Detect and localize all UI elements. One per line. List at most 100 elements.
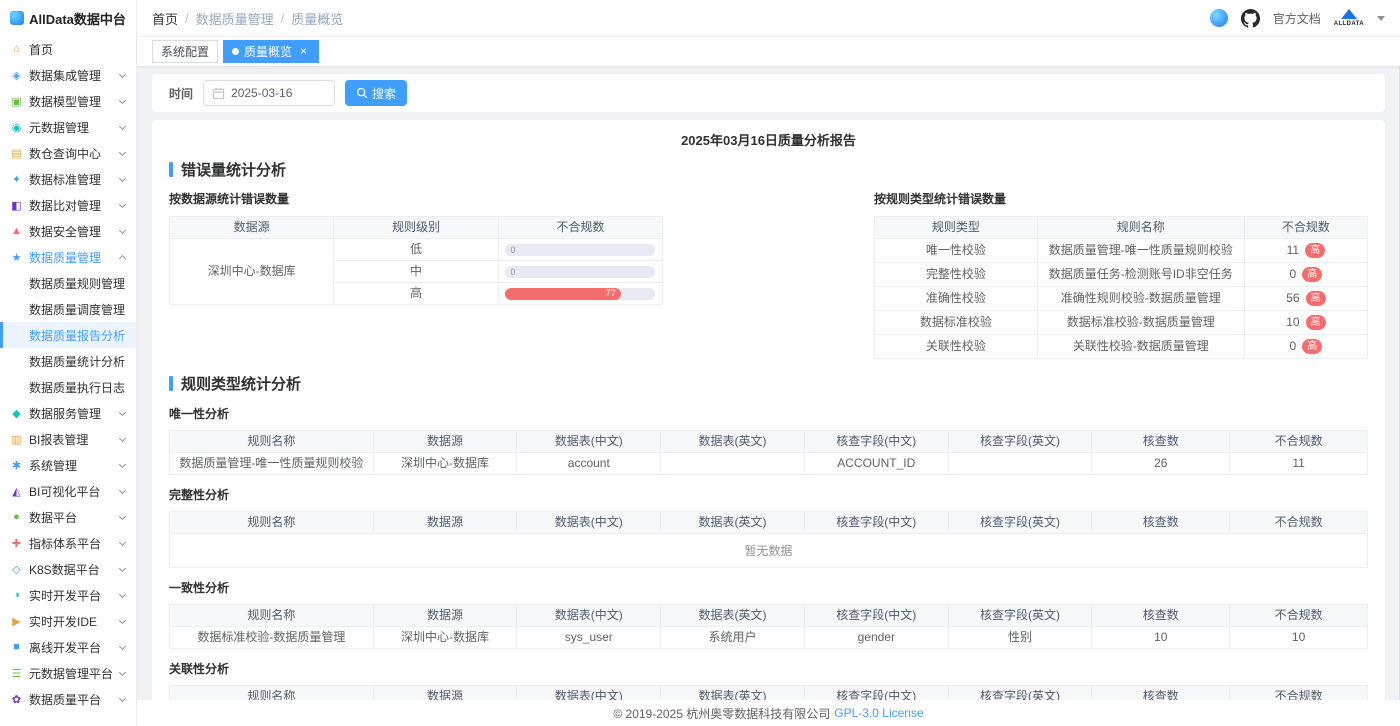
chevron-down-icon [118,122,127,130]
chevron-down-icon [118,148,127,156]
column-header: 核查字段(英文) [947,430,1093,453]
sidebar-subitem-label: 数据质量规则管理 [29,276,126,291]
search-button[interactable]: 搜索 [345,80,408,106]
column-header: 规则名称 [169,604,374,627]
sidebar-item[interactable]: ✦ 数据标准管理 [0,166,136,192]
service-icon: ◆ [12,407,21,420]
table-row: 唯一性校验 数据质量管理-唯一性质量规则校验 11 高 [874,238,1369,263]
column-header: 数据表(英文) [660,430,805,453]
sidebar-item[interactable]: ◧ 数据比对管理 [0,192,136,218]
noncompliance-count: 11 [1286,243,1300,257]
sidebar-subitem[interactable]: 数据质量报告分析 [0,322,136,348]
alldata-logo[interactable]: ALLDATA [1334,9,1364,27]
sidebar-item[interactable]: ★ 数据质量管理 [0,244,136,270]
noncompliance-count: 10 [1286,315,1300,329]
level-badge: 高 [1305,315,1326,330]
chevron-down-icon[interactable] [1377,15,1385,21]
sidebar-item-label: 元数据管理 [29,120,90,135]
breadcrumb-item[interactable]: 数据质量管理 [195,11,274,27]
sidebar-item[interactable]: ▥ BI报表管理 [0,426,136,452]
warehouse-icon: ▤ [11,147,22,160]
table-cell: 0 [497,238,663,261]
sidebar-subitem[interactable]: 数据质量统计分析 [0,348,136,374]
sidebar-item[interactable]: ▣ 数据模型管理 [0,88,136,114]
breadcrumb-current: 质量概览 [291,11,344,27]
breadcrumb-home[interactable]: 首页 [152,11,179,27]
sidebar-item[interactable]: ◉ 元数据管理 [0,114,136,140]
progress-value: 77 [605,288,616,298]
analysis-group: 唯一性分析 规则名称 数据源 数据表(中文) 数据表(英文) 核查字段(中文) 核查字段(英… [169,405,1368,475]
sidebar-item[interactable]: ✿ 数据质量平台 [0,686,136,712]
table-cell: 数据质量任务-检测账号ID非空任务 [1036,262,1245,287]
analysis-subtitle: 完整性分析 [169,488,230,502]
noncompliance-count: 0 [1289,267,1297,281]
sidebar-item[interactable]: ▶ 实时开发IDE [0,608,136,634]
model-icon: ▣ [11,95,22,108]
section-error-stats-title: 错误量统计分析 [169,159,1368,180]
topbar: 首页 / 数据质量管理 / 质量概览 官方文档 ALLDATA [137,0,1400,36]
column-header: 核查数 [1091,430,1231,453]
table-cell: 77 [497,282,663,305]
sidebar-item[interactable]: ◈ 数据集成管理 [0,62,136,88]
table-cell: 数据质量管理-唯一性质量规则校验 [1036,238,1245,263]
sidebar-subitem[interactable]: 数据质量规则管理 [0,270,136,296]
column-header: 规则名称 [169,685,374,700]
table-cell: 数据质量管理-唯一性质量规则校验 [169,452,374,475]
error-progress-bar: 0 [505,243,656,256]
sidebar-item[interactable]: ▤ 数仓查询中心 [0,140,136,166]
app-logo[interactable]: AllData数据中台 [0,0,136,36]
column-header: 规则名称 [1036,216,1245,239]
calendar-icon [212,87,225,99]
sidebar-item-label: 数据集成管理 [29,68,102,83]
report-title: 2025年03月16日质量分析报告 [681,133,856,148]
chevron-down-icon [118,564,127,572]
sidebar-subitem[interactable]: 数据质量执行日志 [0,374,136,400]
tab-system-config[interactable]: 系统配置 [152,40,219,63]
table-cell: 数据标准校验 [874,310,1038,335]
analysis-subtitle: 唯一性分析 [169,407,230,421]
indicator-icon: ✚ [11,537,22,550]
chevron-down-icon [118,200,127,208]
table-cell: 数据标准校验-数据质量管理 [1036,310,1245,335]
blue-logo-icon[interactable] [1209,9,1228,27]
github-icon[interactable] [1240,8,1260,28]
sidebar-item[interactable]: ✱ 系统管理 [0,452,136,478]
offline-dev-icon: ■ [13,641,20,653]
sidebar-item-label: 数据质量管理 [29,250,102,265]
sidebar-item-label: 元数据管理平台 [29,666,114,681]
sidebar-item[interactable]: ▲ 数据安全管理 [0,218,136,244]
sidebar-item[interactable]: ◑ 实时开发平台 [0,582,136,608]
sidebar-item[interactable]: ■ 离线开发平台 [0,634,136,660]
sidebar-item-label: K8S数据平台 [29,562,100,577]
sidebar-item[interactable]: ◇ K8S数据平台 [0,556,136,582]
close-tab-icon[interactable]: × [300,44,308,58]
table-row: 数据质量管理-唯一性质量规则校验 深圳中心-数据库 account ACCOUNT_I… [169,452,1368,475]
column-header: 数据表(英文) [660,685,805,700]
footer: © 2019-2025 杭州奥零数据科技有限公司 GPL-3.0 License [137,700,1400,726]
sidebar-item[interactable]: ◆ 数据服务管理 [0,400,136,426]
sidebar-item[interactable]: ● 数据平台 [0,504,136,530]
noncompliance-count: 56 [1286,291,1300,305]
tab-quality-overview[interactable]: 质量概览 × [223,40,320,63]
column-header: 不合规数 [497,216,663,239]
sidebar-subitem[interactable]: 数据质量调度管理 [0,296,136,322]
docs-link[interactable]: 官方文档 [1272,11,1321,26]
breadcrumb-separator: / [185,10,189,26]
license-link[interactable]: GPL-3.0 License [834,706,924,720]
metadata-icon: ◉ [11,121,22,134]
quality-icon: ★ [11,251,22,264]
chevron-up-icon [118,254,127,262]
sidebar-subitem-label: 数据质量报告分析 [29,328,126,343]
sidebar-item[interactable]: ◭ BI可视化平台 [0,478,136,504]
table-row: 高 77 [170,282,663,305]
column-header: 数据源 [168,216,335,239]
table-cell: 低 [333,238,499,261]
sidebar-item-label: 系统管理 [29,458,78,473]
sidebar-item[interactable]: ☰ 元数据管理平台 [0,660,136,686]
sidebar-item[interactable]: ⌂ 首页 [0,36,136,62]
sidebar-item[interactable]: ✚ 指标体系平台 [0,530,136,556]
date-picker[interactable]: 2025-03-16 [203,80,336,106]
